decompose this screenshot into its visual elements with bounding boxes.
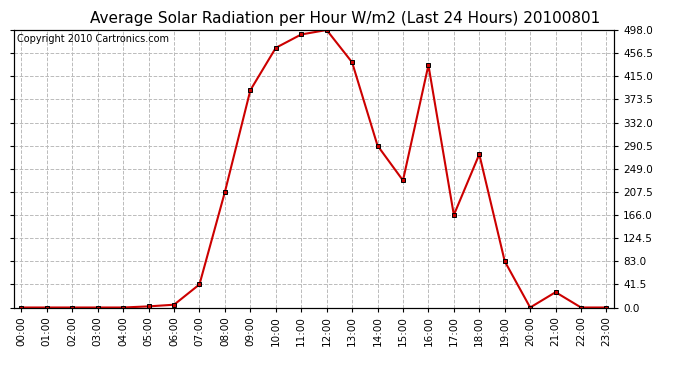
Text: Average Solar Radiation per Hour W/m2 (Last 24 Hours) 20100801: Average Solar Radiation per Hour W/m2 (L…: [90, 11, 600, 26]
Text: Copyright 2010 Cartronics.com: Copyright 2010 Cartronics.com: [17, 34, 169, 44]
